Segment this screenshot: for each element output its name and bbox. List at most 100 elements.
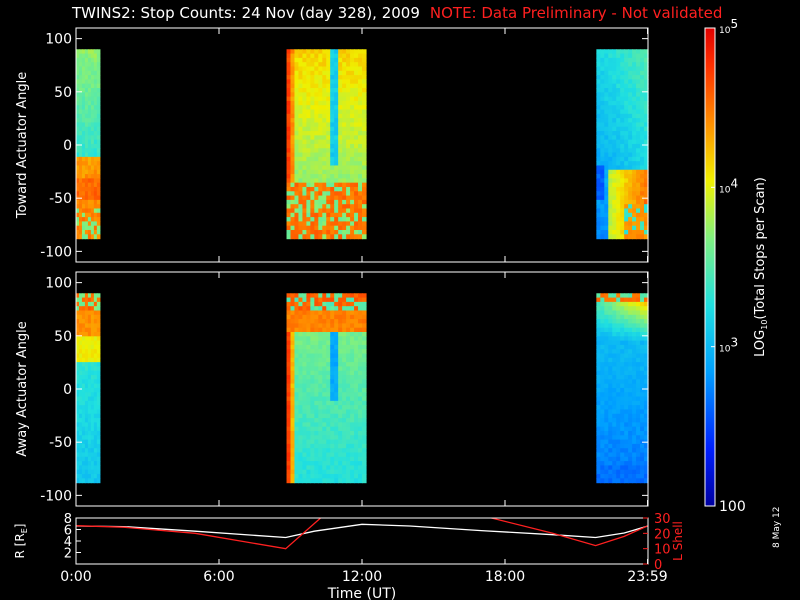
heatmap-cell (290, 165, 296, 171)
heatmap-cell (358, 362, 363, 368)
heatmap-cell (612, 225, 617, 231)
heatmap-cell (93, 340, 98, 346)
heatmap-cell (636, 452, 641, 458)
heatmap-cell (93, 409, 98, 415)
heatmap-cell (612, 221, 617, 227)
heatmap-cell (628, 234, 633, 240)
heatmap-cell (346, 66, 351, 72)
heatmap-cell (620, 148, 625, 154)
heatmap-cell (322, 96, 327, 102)
heatmap-cell (87, 478, 92, 484)
heatmap-cell (294, 306, 300, 312)
heatmap-cell (600, 92, 605, 98)
heatmap-cell (84, 212, 89, 218)
heatmap-cell (640, 135, 645, 141)
heatmap-cell (632, 156, 637, 162)
heatmap-cell (90, 199, 95, 205)
heatmap-cell (600, 418, 605, 423)
heatmap-cell (314, 135, 319, 141)
heatmap-cell (81, 310, 86, 316)
heatmap-cell (334, 357, 339, 363)
heatmap-cell (616, 383, 621, 389)
heatmap-cell (612, 148, 617, 154)
heatmap-cell (620, 396, 625, 402)
heatmap-cell (314, 131, 319, 136)
heatmap-cell (286, 204, 292, 210)
heatmap-cell (616, 221, 621, 227)
heatmap-cell (81, 152, 86, 158)
heatmap-cell (334, 139, 339, 145)
heatmap-cell (644, 396, 649, 402)
heatmap-cell (298, 131, 304, 136)
heatmap-cell (334, 293, 339, 299)
heatmap-cell (608, 199, 613, 205)
heatmap-cell (96, 234, 101, 240)
heatmap-cell (338, 461, 343, 466)
heatmap-cell (600, 349, 605, 355)
heatmap-cell (298, 409, 304, 415)
heatmap-cell (350, 387, 355, 393)
heatmap-cell (90, 319, 95, 324)
heatmap-cell (302, 357, 307, 363)
heatmap-cell (346, 366, 351, 372)
heatmap-cell (616, 310, 621, 316)
heatmap-cell (81, 340, 86, 346)
heatmap-cell (322, 135, 327, 141)
heatmap-cell (636, 443, 641, 449)
heatmap-cell (346, 461, 351, 466)
heatmap-cell (93, 105, 98, 111)
heatmap-cell (318, 349, 323, 355)
heatmap-cell (298, 357, 304, 363)
heatmap-cell (644, 478, 649, 484)
heatmap-cell (620, 370, 625, 376)
heatmap-cell (612, 66, 617, 72)
heatmap-cell (342, 225, 347, 231)
heatmap-cell (294, 465, 300, 471)
heatmap-cell (600, 392, 605, 398)
heatmap-cell (298, 362, 304, 368)
heatmap-cell (330, 92, 335, 98)
heatmap-cell (78, 405, 83, 411)
heatmap-cell (604, 83, 609, 89)
heatmap-cell (326, 62, 331, 68)
heatmap-cell (310, 178, 315, 184)
heatmap-cell (290, 204, 296, 210)
heatmap-cell (294, 204, 300, 210)
heatmap-cell (346, 113, 351, 119)
heatmap-cell (298, 152, 304, 158)
heatmap-cell (338, 62, 343, 68)
heatmap-cell (330, 426, 335, 432)
heatmap-cell (318, 314, 323, 320)
heatmap-cell (346, 109, 351, 115)
heatmap-cell (90, 169, 95, 175)
heatmap-cell (350, 75, 355, 80)
heatmap-cell (632, 297, 637, 303)
heatmap-cell (612, 379, 617, 385)
heatmap-cell (644, 370, 649, 376)
heatmap-cell (322, 383, 327, 389)
heatmap-cell (600, 383, 605, 389)
heatmap-cell (78, 83, 83, 89)
heatmap-cell (628, 396, 633, 402)
heatmap-cell (310, 225, 315, 231)
heatmap-cell (310, 443, 315, 449)
heatmap-cell (612, 49, 617, 55)
heatmap-cell (330, 221, 335, 227)
heatmap-cell (624, 375, 629, 380)
heatmap-cell (624, 135, 629, 141)
heatmap-cell (600, 131, 605, 136)
heatmap-cell (636, 400, 641, 406)
heatmap-cell (620, 126, 625, 132)
heatmap-cell (84, 461, 89, 466)
heatmap-cell (600, 353, 605, 359)
heatmap-cell (306, 165, 311, 171)
heatmap-cell (358, 143, 363, 149)
y-axis-label: Toward Actuator Angle (15, 72, 30, 219)
heatmap-cell (604, 199, 609, 205)
heatmap-cell (78, 62, 83, 68)
heatmap-cell (84, 336, 89, 342)
heatmap-cell (354, 473, 359, 479)
heatmap-cell (624, 178, 629, 184)
heatmap-cell (286, 57, 292, 63)
heatmap-cell (620, 340, 625, 346)
